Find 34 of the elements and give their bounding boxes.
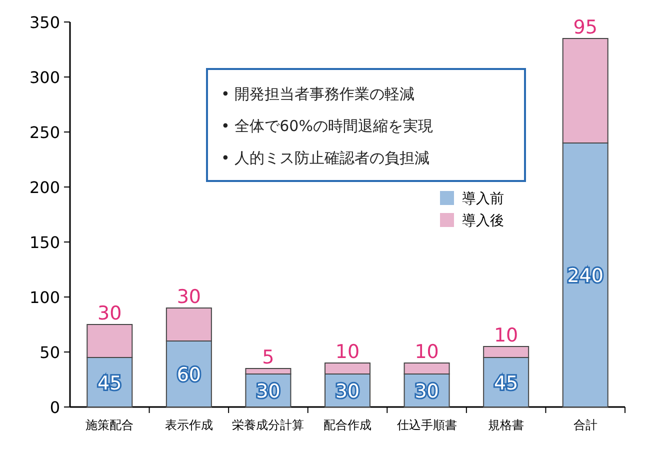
y-tick-label: 0 [50,398,60,417]
y-tick-label: 100 [29,288,60,307]
y-tick-label: 150 [29,233,60,252]
x-tick-label: 仕込手順書 [396,418,457,432]
annotation: • 全体で60%の時間退縮を実現 [221,117,433,135]
data-label: 30 [98,302,122,324]
data-label: 10 [414,341,439,363]
legend-label: 導入前 [462,191,504,207]
data-label: 10 [335,341,360,363]
data-label: 10 [494,324,518,346]
annotation: • 開発担当者事務作業の軽減 [221,85,415,103]
data-label: 45 [98,372,122,394]
data-label: 30 [176,286,202,308]
y-tick-label: 50 [40,343,60,362]
y-tick-label: 250 [29,123,60,142]
data-label: 45 [494,372,518,394]
data-label: 60 [176,364,202,386]
y-tick-label: 200 [29,178,60,197]
data-label: 30 [335,380,360,402]
data-label: 240 [567,265,604,287]
x-tick-label: 規格書 [488,418,524,432]
x-tick-label: 表示作成 [164,418,213,432]
x-tick-label: 配合作成 [324,418,372,432]
x-tick-label: 栄養成分計算 [232,418,304,432]
data-label: 30 [414,380,439,402]
annotation: • 人的ミス防止確認者の負担減 [221,149,430,167]
y-tick-label: 300 [29,68,60,87]
data-label: 30 [256,380,280,402]
data-label: 95 [573,16,598,38]
legend-label: 導入後 [462,213,504,229]
x-tick-label: 合計 [573,418,598,432]
y-tick-label: 350 [29,13,60,32]
x-tick-label: 施策配合 [86,418,134,432]
data-label: 5 [262,346,274,368]
